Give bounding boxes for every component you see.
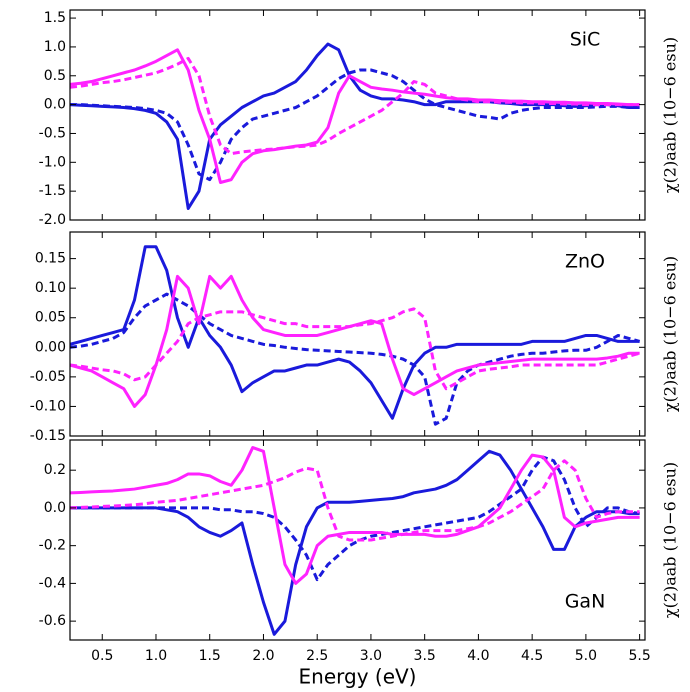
y-tick-label: 0.05 [35,310,66,326]
y-tick-label: -0.2 [39,538,66,554]
data-line [70,307,641,391]
plot-frame [69,9,646,221]
x-tick-label: 3.5 [414,648,436,664]
x-tick-label: 4.5 [521,648,543,664]
y-tick-label: 1.0 [44,39,66,55]
y-tick-label: -1.0 [39,154,66,170]
data-line [70,292,641,426]
x-tick-label: 1.5 [199,648,221,664]
y-tick-label: -0.15 [30,428,66,444]
y-tick-label: -1.5 [39,183,66,199]
y-tick-label: -0.5 [39,125,66,141]
x-tick-label: 4.0 [467,648,489,664]
data-line [70,459,640,542]
y-tick-label: 0.2 [44,462,66,478]
y-tick-label: 0.00 [35,339,66,355]
data-line [70,245,640,420]
y-tick-label: 0.0 [44,500,66,516]
panel-label: SiC [570,29,601,51]
x-tick-label: 3.0 [360,648,382,664]
y-tick-label: 1.5 [44,10,66,26]
x-tick-label: 5.5 [628,648,650,664]
plot-frame [69,231,646,437]
y-tick-label: -0.05 [30,369,66,385]
y-tick-label: -2.0 [39,212,66,228]
y-tick-label: -0.4 [39,575,66,591]
x-tick-label: 2.5 [306,648,328,664]
y-tick-label: -0.10 [30,398,66,414]
data-line [70,446,640,585]
x-axis-label: Energy (eV) [299,665,417,689]
y-tick-label: -0.6 [39,613,66,629]
data-line [70,274,640,408]
y-tick-label: 0.10 [35,280,66,296]
y-tick-label: 0.5 [44,68,66,84]
panel-label: GaN [565,591,606,613]
data-line [70,56,640,156]
y-tick-label: 0.0 [44,97,66,113]
plot-frame [69,439,646,641]
x-tick-label: 2.0 [252,648,274,664]
y-axis-label: χ(2)aab (10−6 esu) [661,256,680,412]
x-tick-label: 5.0 [575,648,597,664]
data-line [70,68,640,182]
y-axis-label: χ(2)aab (10−6 esu) [661,462,680,618]
y-tick-label: 0.15 [35,251,66,267]
x-tick-label: 1.0 [145,648,167,664]
data-line [70,449,640,636]
data-line [70,48,640,184]
panel-label: ZnO [565,251,605,273]
y-axis-label: χ(2)aab (10−6 esu) [661,37,680,193]
x-tick-label: 0.5 [91,648,113,664]
